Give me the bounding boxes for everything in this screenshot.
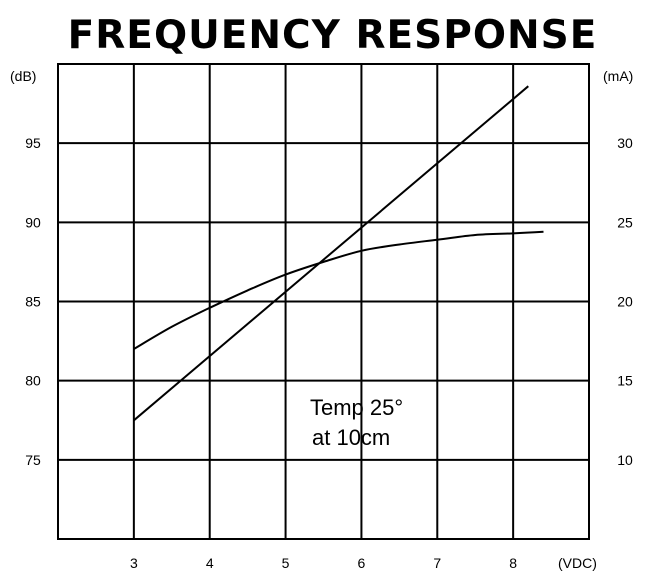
y-right-tick-label: 20 — [617, 294, 633, 310]
annotation-line-2: at 10cm — [312, 425, 390, 450]
x-tick-label: 3 — [130, 555, 138, 571]
x-tick-label: 8 — [509, 555, 517, 571]
x-tick-label: 6 — [358, 555, 366, 571]
x-tick-label: 7 — [433, 555, 441, 571]
y-left-tick-label: 95 — [25, 135, 41, 151]
chart-title: FREQUENCY RESPONSE — [67, 13, 598, 58]
x-axis-label: (VDC) — [558, 555, 597, 571]
series-line-1 — [133, 230, 544, 350]
y-right-tick-label: 15 — [617, 373, 633, 389]
series-line-2 — [133, 85, 529, 422]
x-tick-label: 5 — [282, 555, 290, 571]
y-left-tick-label: 85 — [25, 294, 41, 310]
series-layer — [133, 85, 544, 422]
x-tick-label: 4 — [206, 555, 214, 571]
annotation-line-1: Temp 25° — [310, 395, 403, 420]
labels-layer: (dB) (mA) (VDC) Temp 25° at 10cm 3 4 5 6 7 8 7… — [10, 68, 633, 571]
y-left-axis-label: (dB) — [10, 68, 36, 84]
y-right-tick-label: 25 — [617, 214, 633, 230]
y-right-axis-label: (mA) — [603, 68, 633, 84]
y-left-tick-label: 75 — [25, 452, 41, 468]
y-right-tick-label: 10 — [617, 452, 633, 468]
y-left-tick-label: 90 — [25, 214, 41, 230]
grid-layer — [57, 63, 590, 540]
y-left-tick-label: 80 — [25, 373, 41, 389]
y-right-tick-label: 30 — [617, 135, 633, 151]
